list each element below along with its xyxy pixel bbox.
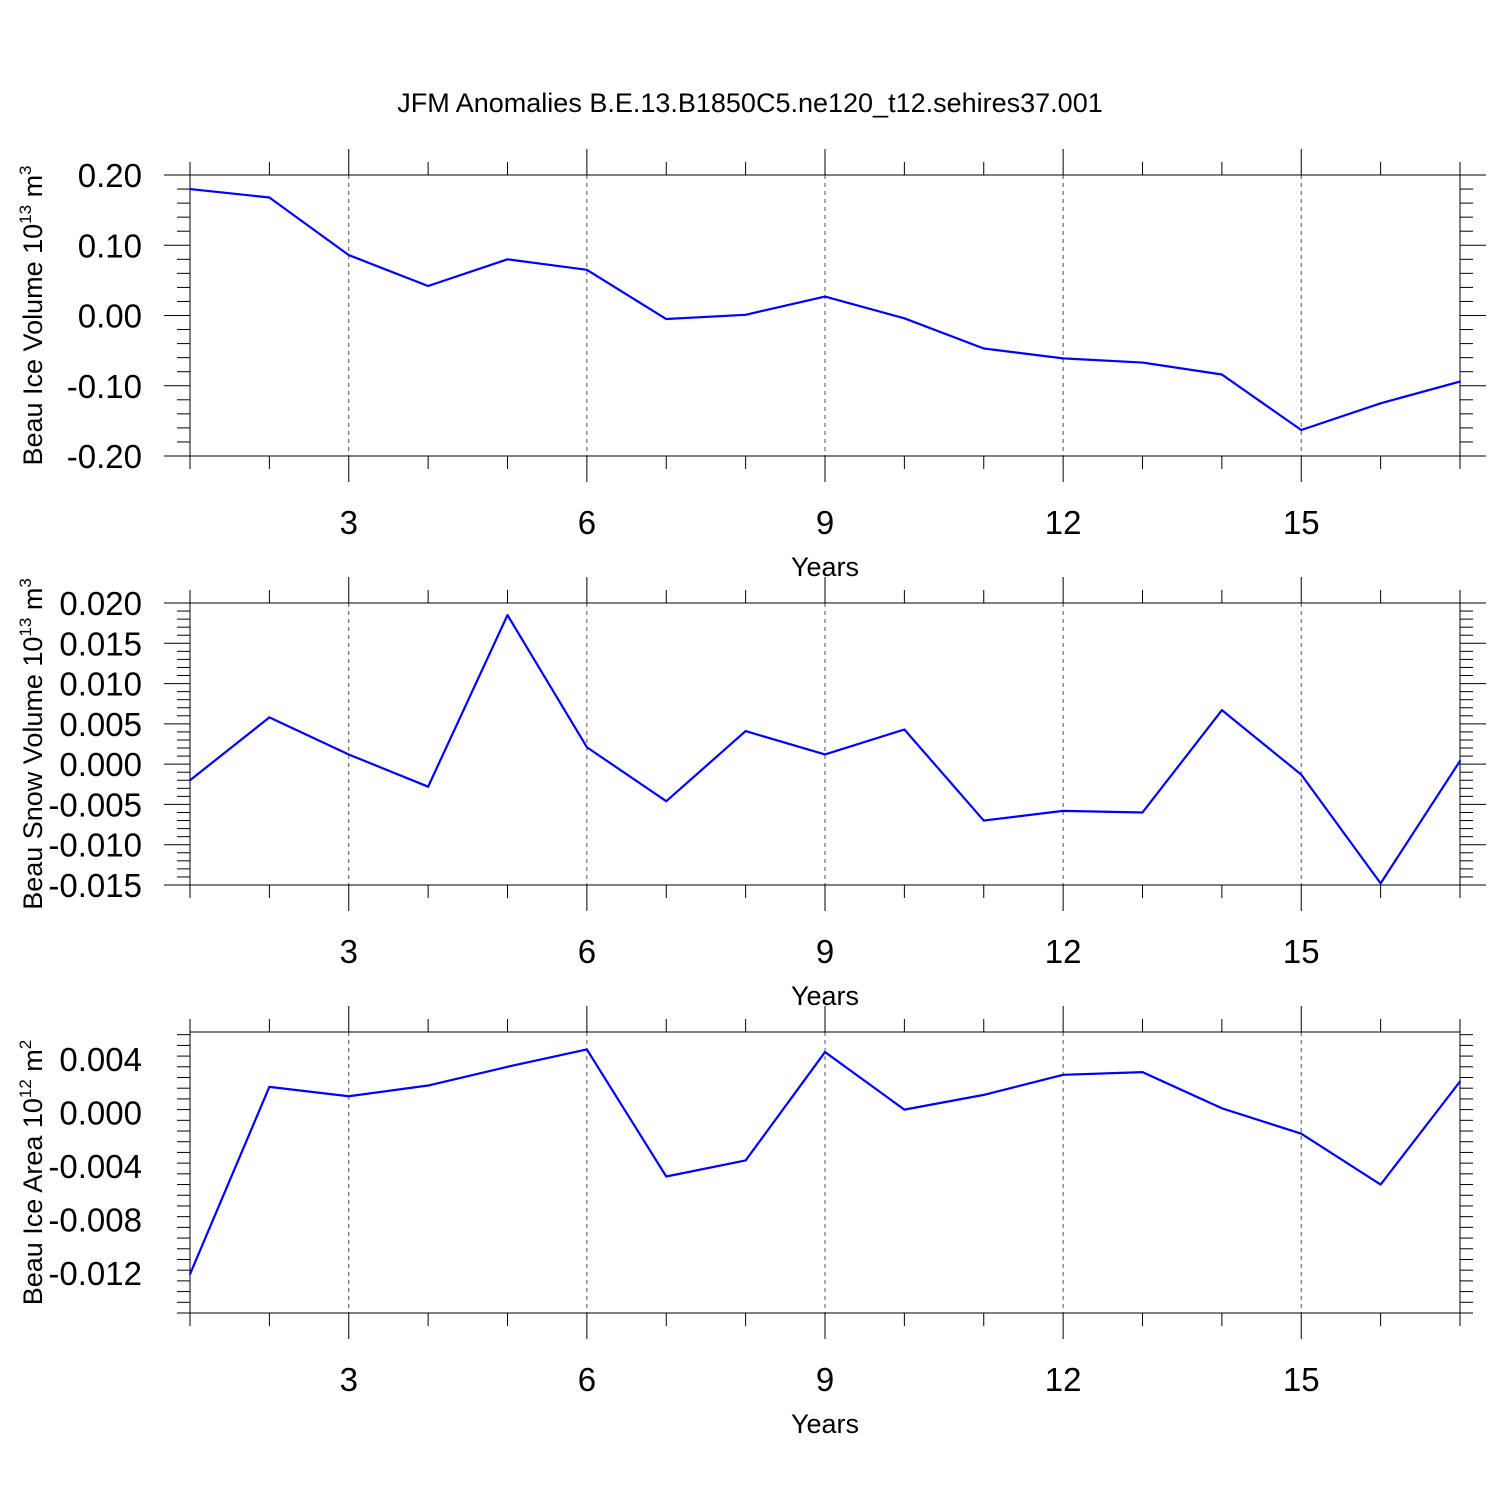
- data-point: [744, 1159, 747, 1162]
- x-tick-label: 12: [1045, 504, 1082, 541]
- x-tick-label: 9: [816, 933, 834, 970]
- x-tick-label: 6: [578, 933, 596, 970]
- data-point: [982, 819, 985, 822]
- y-tick-label: 0.015: [59, 625, 142, 662]
- y-tick-label: 0.000: [59, 746, 142, 783]
- y-tick-label: -0.015: [48, 867, 142, 904]
- y-axis-label: Beau Ice Area 1012 m2: [16, 1040, 48, 1306]
- data-point: [189, 188, 191, 191]
- y-tick-label: -0.005: [48, 786, 142, 823]
- data-point: [268, 1085, 271, 1088]
- data-point: [268, 196, 271, 199]
- data-point: [744, 730, 747, 733]
- x-tick-label: 15: [1283, 504, 1320, 541]
- y-axis-label: Beau Snow Volume 1013 m3: [16, 578, 48, 910]
- data-point: [982, 347, 985, 350]
- data-point: [1379, 882, 1382, 885]
- data-point: [427, 284, 430, 287]
- figure-title: JFM Anomalies B.E.13.B1850C5.ne120_t12.s…: [397, 88, 1102, 118]
- data-point: [665, 800, 668, 803]
- x-tick-label: 15: [1283, 933, 1320, 970]
- data-point: [189, 1273, 191, 1276]
- x-tick-label: 9: [816, 1361, 834, 1398]
- data-point: [824, 753, 826, 756]
- x-tick-label: 6: [578, 1361, 596, 1398]
- data-point: [1220, 709, 1223, 712]
- y-tick-label: 0.000: [59, 1094, 142, 1131]
- data-point: [1220, 373, 1223, 376]
- data-point: [347, 753, 350, 756]
- x-tick-label: 12: [1045, 1361, 1082, 1398]
- data-point: [1459, 759, 1461, 762]
- y-tick-label: 0.00: [78, 298, 142, 335]
- x-tick-label: 6: [578, 504, 596, 541]
- data-point: [1062, 1073, 1065, 1076]
- y-tick-label: -0.20: [67, 438, 142, 475]
- data-point: [1062, 357, 1065, 360]
- data-point: [903, 728, 906, 731]
- x-tick-label: 15: [1283, 1361, 1320, 1398]
- data-point: [903, 1108, 906, 1111]
- data-point: [665, 1175, 668, 1178]
- data-point: [585, 746, 588, 749]
- data-point: [982, 1093, 985, 1096]
- x-tick-label: 3: [340, 504, 358, 541]
- data-point: [189, 779, 191, 782]
- data-point: [1300, 429, 1303, 432]
- data-point: [268, 716, 271, 719]
- y-tick-label: 0.005: [59, 706, 142, 743]
- y-tick-label: -0.10: [67, 368, 142, 405]
- x-tick-label: 12: [1045, 933, 1082, 970]
- data-point: [824, 1051, 826, 1054]
- x-tick-label: 3: [340, 933, 358, 970]
- data-point: [585, 268, 588, 271]
- data-point: [903, 317, 906, 320]
- panel-ice-area: 3 6 9 12 15 Years 0.004 0.000 -0.004 -0.008 -0.012…: [16, 1006, 1473, 1439]
- data-point: [744, 313, 747, 316]
- y-tick-label: -0.004: [48, 1148, 142, 1185]
- data-point: [1379, 1183, 1382, 1186]
- x-tick-label: 9: [816, 504, 834, 541]
- data-point: [427, 1084, 430, 1087]
- data-point: [1141, 361, 1144, 364]
- y-tick-label: 0.020: [59, 585, 142, 622]
- y-tick-label: -0.010: [48, 827, 142, 864]
- data-point: [1459, 1080, 1461, 1083]
- data-point: [824, 295, 826, 298]
- y-tick-label: 0.010: [59, 666, 142, 703]
- data-point: [665, 318, 668, 321]
- x-tick-label: 3: [340, 1361, 358, 1398]
- data-point: [347, 1095, 350, 1098]
- data-point: [506, 258, 509, 261]
- y-tick-label: -0.008: [48, 1201, 142, 1238]
- y-tick-label: 0.20: [78, 157, 142, 194]
- y-axis-label: Beau Ice Volume 1013 m3: [16, 165, 48, 465]
- data-point: [1141, 811, 1144, 814]
- data-point: [427, 785, 430, 788]
- data-point: [506, 614, 509, 617]
- data-point: [506, 1065, 509, 1068]
- panel-snow-volume: 3 6 9 12 15Years0.0200.0150.0100.0050.000-0.…: [16, 577, 1486, 1011]
- y-tick-label: 0.10: [78, 227, 142, 264]
- data-point: [1220, 1107, 1223, 1110]
- data-point: [585, 1048, 588, 1051]
- y-tick-label: 0.004: [59, 1041, 142, 1078]
- data-point: [1141, 1071, 1144, 1074]
- data-point: [1459, 380, 1461, 383]
- data-point: [1379, 402, 1382, 405]
- data-point: [1062, 809, 1065, 812]
- data-point: [1300, 1132, 1303, 1135]
- data-point: [1300, 773, 1303, 776]
- x-axis-label: Years: [791, 1409, 859, 1439]
- y-tick-label: -0.012: [48, 1255, 142, 1292]
- data-point: [347, 254, 350, 257]
